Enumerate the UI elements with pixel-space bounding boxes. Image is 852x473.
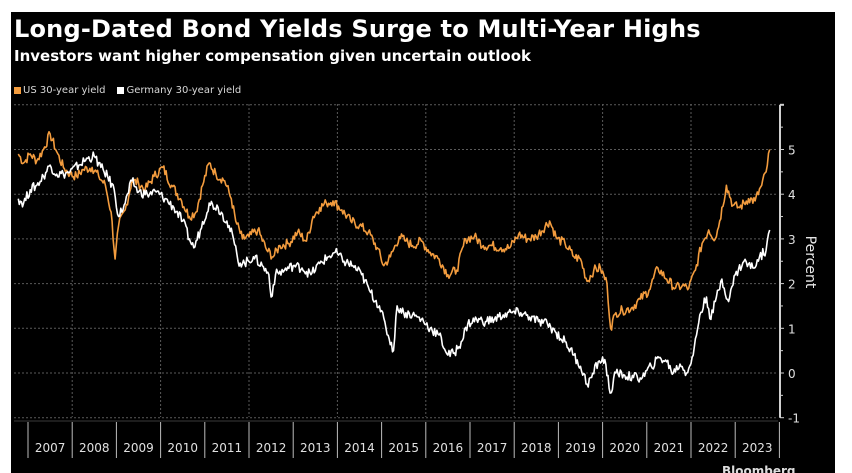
x-tick-label: 2019 [565,441,596,455]
watermark: Bloomberg [722,464,796,473]
chart-subtitle: Investors want higher compensation given… [14,47,531,65]
y-axis: -1 0 1 2 3 4 5 [779,103,800,426]
y-tick-label: -1 [788,412,800,426]
x-tick-label: 2018 [521,441,552,455]
x-tick-label: 2014 [344,441,375,455]
legend-label-us: US 30-year yield [23,85,106,96]
x-tick-label: 2020 [609,441,640,455]
y-tick-label: 5 [788,144,796,158]
legend-item-us: US 30-year yield [14,85,105,96]
chart-title: Long-Dated Bond Yields Surge to Multi-Ye… [14,15,701,43]
y-tick-label: 2 [788,278,796,292]
x-axis: 2007 2008 2009 2010 2011 2012 2013 2014 2015 2016… [14,420,780,458]
gridlines [14,104,778,419]
legend-swatch-germany [117,87,125,94]
x-tick-label: 2009 [123,441,154,455]
legend: US 30-year yield Germany 30-year yield [14,85,241,96]
legend-label-germany: Germany 30-year yield [126,85,242,96]
x-tick-label: 2015 [388,441,419,455]
x-tick-label: 2013 [300,441,331,455]
legend-swatch-us [14,87,21,94]
legend-item-germany: Germany 30-year yield [117,85,241,96]
x-tick-label: 2007 [35,441,66,455]
y-axis-label: Percent [802,236,818,289]
y-tick-label: 0 [788,367,796,381]
series-line-germany-30y [17,151,771,394]
x-tick-label: 2022 [698,441,729,455]
x-tick-label: 2021 [654,441,685,455]
x-tick-label: 2010 [167,441,198,455]
y-tick-label: 3 [788,233,796,247]
x-tick-label: 2008 [79,441,110,455]
x-tick-label: 2023 [742,441,773,455]
x-tick-label: 2016 [433,441,464,455]
y-tick-label: 1 [788,322,796,336]
x-tick-label: 2017 [477,441,508,455]
y-tick-label: 4 [788,188,796,202]
x-tick-label: 2012 [256,441,287,455]
series-lines [17,131,771,394]
x-tick-label: 2011 [212,441,243,455]
series-line-us-30y [17,131,771,331]
